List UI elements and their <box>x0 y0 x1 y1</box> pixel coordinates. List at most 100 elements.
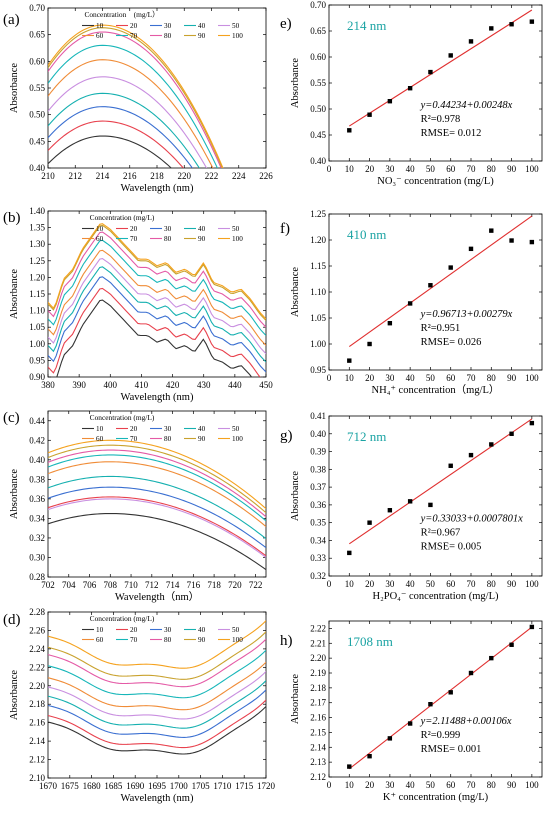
plot-frame <box>47 410 267 578</box>
wavelength-label: 712 nm <box>347 429 386 444</box>
legend-entry: 70 <box>130 32 138 40</box>
y-tick-label: 0.60 <box>29 56 45 66</box>
x-tick-label: 10 <box>345 780 355 790</box>
x-tick-label: 90 <box>507 164 517 174</box>
chart-panel-a: 210 212 214 216 218 220 222 224 226 0.40 0.45 0.50 0… <box>3 3 273 194</box>
rmse: RMSE= 0.012 <box>421 128 482 139</box>
x-tick-label: 214 <box>96 171 110 181</box>
x-tick-label: 30 <box>385 579 395 589</box>
y-tick-label: 0.55 <box>29 83 45 93</box>
legend-entry: 60 <box>96 636 104 644</box>
x-tick-label: 222 <box>205 171 219 181</box>
chart-panel-e: 0 10 20 30 40 50 60 70 80 90 100 0.40 0.45 0.50 0.55 0.… <box>280 0 543 187</box>
legend-title: Concentration (mg/L） <box>84 10 159 19</box>
legend-entry: 100 <box>232 435 243 443</box>
x-tick-label: 90 <box>507 373 517 383</box>
legend-entry: 50 <box>232 425 240 433</box>
series-line-20 <box>48 287 261 377</box>
data-point <box>448 690 453 695</box>
x-tick-label: 100 <box>525 780 539 790</box>
series-line-40 <box>48 680 266 729</box>
x-tick-label: 90 <box>507 780 517 790</box>
r-squared: R²=0.999 <box>421 730 461 741</box>
series-line-10 <box>48 706 266 755</box>
y-tick-label: 0.36 <box>29 494 45 504</box>
x-tick-label: 218 <box>150 171 164 181</box>
legend-entry: 90 <box>198 32 206 40</box>
x-tick-label: 220 <box>178 171 192 181</box>
legend-entry: 30 <box>164 225 172 233</box>
x-tick-label: 50 <box>426 780 436 790</box>
x-tick-label: 704 <box>62 580 76 590</box>
y-tick-label: 0.32 <box>310 571 326 581</box>
chart-panel-c: 702 704 706 708 710 712 714 716 718 720 722 0.28 0.3… <box>3 410 267 603</box>
panel-label: h) <box>280 633 293 649</box>
data-point <box>468 452 474 458</box>
y-tick-label: 2.28 <box>29 607 45 617</box>
wavelength-label: 410 nm <box>347 227 386 242</box>
legend-entry: 100 <box>232 636 243 644</box>
x-tick-label: 1670 <box>39 781 58 791</box>
legend-entry: 80 <box>164 435 172 443</box>
series-line-10 <box>48 135 172 168</box>
y-tick-label: 1.15 <box>310 261 326 271</box>
x-tick-label: 50 <box>426 579 436 589</box>
x-tick-label: 400 <box>104 380 118 390</box>
series-line-80 <box>48 31 222 168</box>
x-tick-label: 50 <box>426 373 436 383</box>
y-tick-label: 0.40 <box>310 429 326 439</box>
y-tick-label: 0.65 <box>310 26 326 36</box>
y-axis-label: Absorbance <box>9 670 20 720</box>
series-group <box>48 223 266 377</box>
x-tick-label: 30 <box>385 780 395 790</box>
x-tick-label: 718 <box>207 580 221 590</box>
x-tick-label: 0 <box>327 780 332 790</box>
series-line-20 <box>48 699 266 749</box>
series-line-40 <box>48 475 266 540</box>
legend-entry: 50 <box>232 626 240 634</box>
y-tick-label: 0.42 <box>29 435 45 445</box>
y-tick-label: 2.22 <box>29 662 45 672</box>
x-tick-label: 10 <box>345 373 355 383</box>
y-tick-label: 0.36 <box>310 500 326 510</box>
y-axis-label: Absorbance <box>290 674 301 724</box>
y-tick-label: 0.40 <box>29 163 45 173</box>
x-tick-label: 70 <box>467 373 477 383</box>
x-tick-label: 30 <box>385 164 395 174</box>
fit-line <box>348 9 533 127</box>
data-point <box>407 721 413 726</box>
y-tick-label: 0.70 <box>310 0 326 10</box>
legend-entry: 20 <box>130 22 138 30</box>
data-point <box>387 99 393 104</box>
x-tick-label: 70 <box>467 780 477 790</box>
y-tick-label: 0.45 <box>310 130 326 140</box>
data-point <box>448 53 453 58</box>
plot-frame <box>328 415 543 577</box>
x-tick-label: 390 <box>72 380 86 390</box>
x-tick-label: 708 <box>104 580 118 590</box>
y-tick-label: 2.16 <box>29 718 45 728</box>
data-point <box>367 520 372 525</box>
x-tick-label: 712 <box>145 580 159 590</box>
x-tick-label: 1715 <box>235 781 254 791</box>
x-tick-label: 10 <box>345 164 355 174</box>
y-tick-label: 2.18 <box>310 683 326 693</box>
data-point <box>468 246 474 252</box>
series-line-50 <box>48 671 266 720</box>
y-tick-label: 0.95 <box>29 355 45 365</box>
series-line-60 <box>48 249 266 346</box>
series-line-80 <box>48 231 266 328</box>
y-tick-label: 2.18 <box>29 699 45 709</box>
x-tick-label: 420 <box>166 380 180 390</box>
y-tick-label: 1.35 <box>29 223 45 233</box>
y-tick-label: 2.21 <box>310 638 326 648</box>
y-tick-label: 2.24 <box>29 644 45 654</box>
legend-entry: 10 <box>96 626 104 634</box>
data-point <box>509 431 514 436</box>
y-tick-label: 0.28 <box>29 572 45 582</box>
y-tick-label: 2.19 <box>310 668 326 678</box>
wavelength-label: 214 nm <box>347 18 386 33</box>
y-axis-label: Absorbance <box>290 471 301 521</box>
series-line-40 <box>48 266 266 363</box>
legend-entry: 40 <box>198 22 206 30</box>
